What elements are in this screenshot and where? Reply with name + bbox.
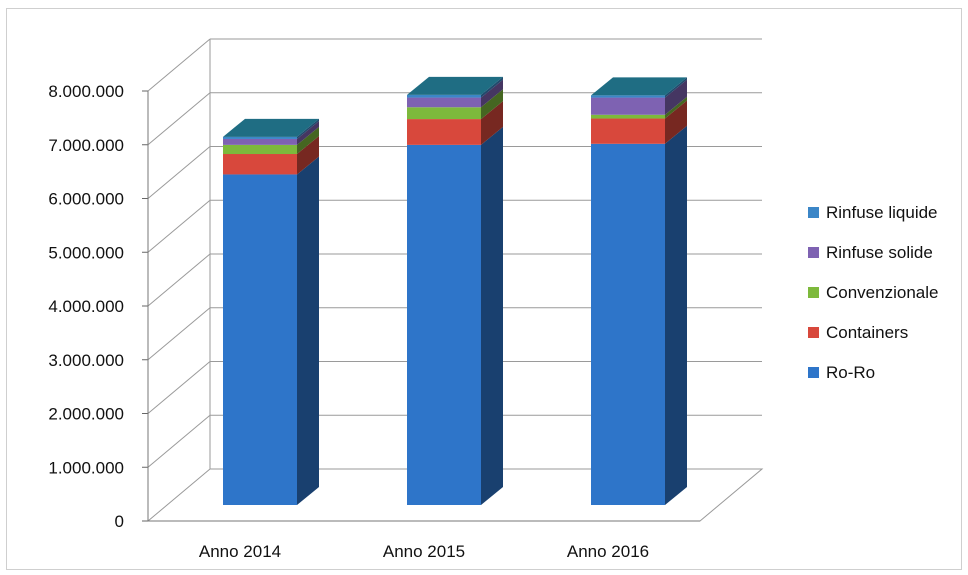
gridline-side: [147, 92, 211, 146]
legend-label: Convenzionale: [826, 283, 938, 302]
bar-top: [407, 76, 503, 95]
bar-segment: [407, 94, 481, 98]
bar-segment-side: [481, 126, 503, 505]
x-tick-label: Anno 2015: [383, 542, 465, 561]
bar-segment: [407, 107, 481, 120]
bar-segment: [223, 138, 297, 145]
bar-segment: [223, 174, 297, 505]
bar-segment-side: [297, 126, 319, 155]
bar-segment-side: [665, 96, 687, 119]
gridline-side: [147, 199, 211, 253]
legend-label: Ro-Ro: [826, 363, 875, 382]
y-tick-label: 0: [115, 512, 124, 531]
bar-segment-side: [297, 120, 319, 145]
y-tick-label: 1.000.000: [48, 458, 124, 477]
bar-segment: [223, 144, 297, 155]
legend-swatch: [808, 367, 819, 378]
bar-top: [591, 77, 687, 96]
y-tick-label: 8.000.000: [48, 82, 124, 101]
y-tick-label: 3.000.000: [48, 351, 124, 370]
bar-segment-side: [297, 136, 319, 175]
gridline-side: [147, 253, 211, 307]
bar-segment-side: [481, 89, 503, 120]
x-tick-labels: Anno 2014 Anno 2015 Anno 2016: [199, 542, 649, 561]
y-tick-label: 7.000.000: [48, 136, 124, 155]
x-tick-label: Anno 2014: [199, 542, 281, 561]
legend-swatch: [808, 287, 819, 298]
y-tick-label: 4.000.000: [48, 297, 124, 316]
bar-segment: [223, 154, 297, 175]
bar-top: [223, 118, 319, 137]
bar-segment: [591, 95, 665, 98]
y-tick-label: 5.000.000: [48, 243, 124, 262]
gridline-side: [147, 361, 211, 414]
bar-segment-side: [297, 118, 319, 139]
y-tick-label: 2.000.000: [48, 405, 124, 424]
legend-label: Rinfuse liquide: [826, 203, 938, 222]
gridline-side: [147, 414, 211, 468]
legend-swatch: [808, 207, 819, 218]
bar-segment-side: [665, 77, 687, 98]
legend-label: Rinfuse solide: [826, 243, 933, 262]
bar-segment-side: [665, 100, 687, 144]
y-tick-label: 6.000.000: [48, 190, 124, 209]
bar-segment: [591, 114, 665, 119]
bar-segment-side: [481, 76, 503, 98]
y-tick-labels: 0 1.000.000 2.000.000 3.000.000 4.000.000 5.0…: [48, 82, 124, 531]
bar-segment: [591, 143, 665, 506]
axes: [142, 90, 700, 522]
bar-segment: [591, 97, 665, 115]
legend: Rinfuse liquide Rinfuse solide Convenziona…: [808, 203, 938, 382]
legend-swatch: [808, 327, 819, 338]
legend-swatch: [808, 247, 819, 258]
bar-segment-side: [297, 156, 319, 505]
bar-segment: [407, 144, 481, 505]
gridline-side: [147, 38, 211, 92]
bar-segment: [591, 118, 665, 144]
bar-segment: [223, 136, 297, 139]
bar-segment-side: [665, 79, 687, 115]
gridline-side: [147, 146, 211, 199]
legend-label: Containers: [826, 323, 908, 342]
bar-segment: [407, 119, 481, 145]
bar-segment: [407, 97, 481, 108]
bar-segment-side: [481, 101, 503, 145]
x-tick-label: Anno 2016: [567, 542, 649, 561]
bar-segment-side: [665, 125, 687, 506]
gridline-side: [147, 307, 211, 361]
bars: [223, 76, 687, 506]
bar-segment-side: [481, 79, 503, 108]
